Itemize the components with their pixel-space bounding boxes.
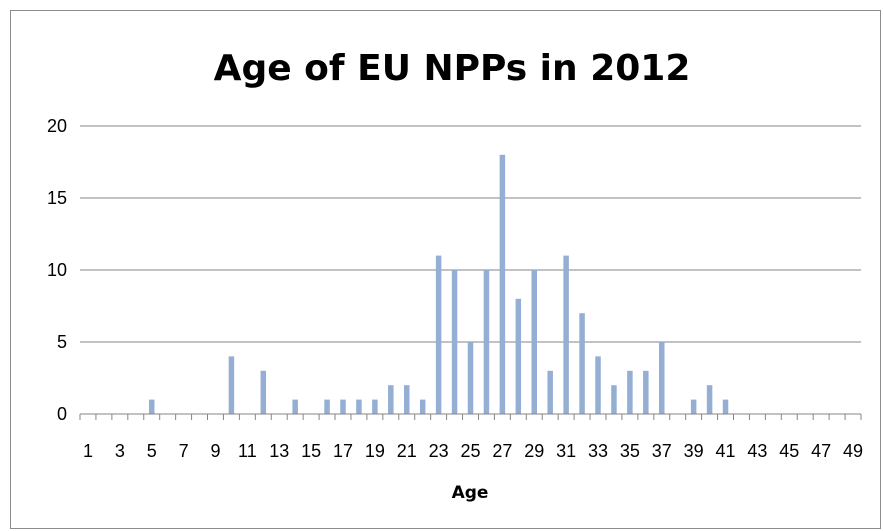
y-tick-label: 20 xyxy=(47,116,67,136)
x-tick-label: 39 xyxy=(684,441,704,461)
bar-age-41 xyxy=(722,399,729,414)
x-tick-label: 19 xyxy=(365,441,385,461)
y-tick-label: 0 xyxy=(57,404,67,424)
x-tick-label: 37 xyxy=(652,441,672,461)
x-tick-label: 31 xyxy=(556,441,576,461)
x-tick-label: 49 xyxy=(843,441,863,461)
gridlines xyxy=(80,125,861,343)
x-tick-label: 9 xyxy=(210,441,220,461)
bar-age-29 xyxy=(531,270,538,414)
y-tick-label: 15 xyxy=(47,188,67,208)
bar-age-14 xyxy=(292,399,298,414)
bar-age-28 xyxy=(515,298,522,414)
bar-age-19 xyxy=(372,399,378,414)
bar-age-20 xyxy=(388,385,394,414)
bar-age-5 xyxy=(148,399,155,414)
x-tick-label: 7 xyxy=(179,441,189,461)
bar-age-30 xyxy=(547,370,553,414)
bar-age-23 xyxy=(435,255,442,414)
bar-age-33 xyxy=(595,356,601,414)
bar-age-27 xyxy=(499,154,506,415)
x-tick-label: 13 xyxy=(269,441,289,461)
bar-age-24 xyxy=(451,270,458,414)
bar-age-18 xyxy=(356,399,362,414)
bar-age-21 xyxy=(403,385,410,414)
bar-age-34 xyxy=(611,385,617,414)
bars xyxy=(148,154,729,415)
x-tick-label: 41 xyxy=(716,441,736,461)
chart-title: Age of EU NPPs in 2012 xyxy=(214,48,691,89)
bar-age-16 xyxy=(324,399,330,414)
x-axis-title: Age xyxy=(452,483,489,503)
x-tick-label: 21 xyxy=(397,441,417,461)
x-axis-tick-labels: 1 3 5 7 9 11 13 15 17 19 21 23 25 27 29 31 33 35 37 39 41 43 4… xyxy=(83,441,863,461)
bar-age-31 xyxy=(563,255,569,414)
bar-age-17 xyxy=(340,399,346,414)
x-tick-label: 25 xyxy=(460,441,480,461)
x-tick-label: 43 xyxy=(747,441,767,461)
x-tick-label: 27 xyxy=(492,441,512,461)
x-tick-label: 29 xyxy=(524,441,544,461)
x-tick-label: 1 xyxy=(83,441,93,461)
x-tick-label: 3 xyxy=(115,441,125,461)
bar-age-40 xyxy=(706,385,713,414)
bar-age-22 xyxy=(419,399,426,414)
x-tick-label: 5 xyxy=(147,441,157,461)
bar-age-37 xyxy=(659,342,665,414)
bar-age-26 xyxy=(483,270,490,414)
y-tick-label: 5 xyxy=(57,332,67,352)
bar-age-25 xyxy=(467,342,474,414)
y-axis-ticks: 0 5 10 15 20 xyxy=(47,116,67,424)
x-tick-label: 35 xyxy=(620,441,640,461)
bar-age-32 xyxy=(579,313,585,414)
x-tick-label: 15 xyxy=(301,441,321,461)
x-tick-label: 45 xyxy=(779,441,799,461)
x-tick-label: 47 xyxy=(811,441,831,461)
bar-age-36 xyxy=(643,370,649,414)
bar-age-39 xyxy=(690,399,697,414)
x-tick-label: 33 xyxy=(588,441,608,461)
bar-age-35 xyxy=(627,370,633,414)
x-tick-label: 23 xyxy=(429,441,449,461)
x-tick-label: 17 xyxy=(333,441,353,461)
bar-age-10 xyxy=(228,356,235,414)
x-tick-label: 11 xyxy=(238,441,257,461)
y-tick-label: 10 xyxy=(47,260,67,280)
x-axis-tick-marks xyxy=(79,414,862,420)
bar-age-12 xyxy=(260,370,267,414)
